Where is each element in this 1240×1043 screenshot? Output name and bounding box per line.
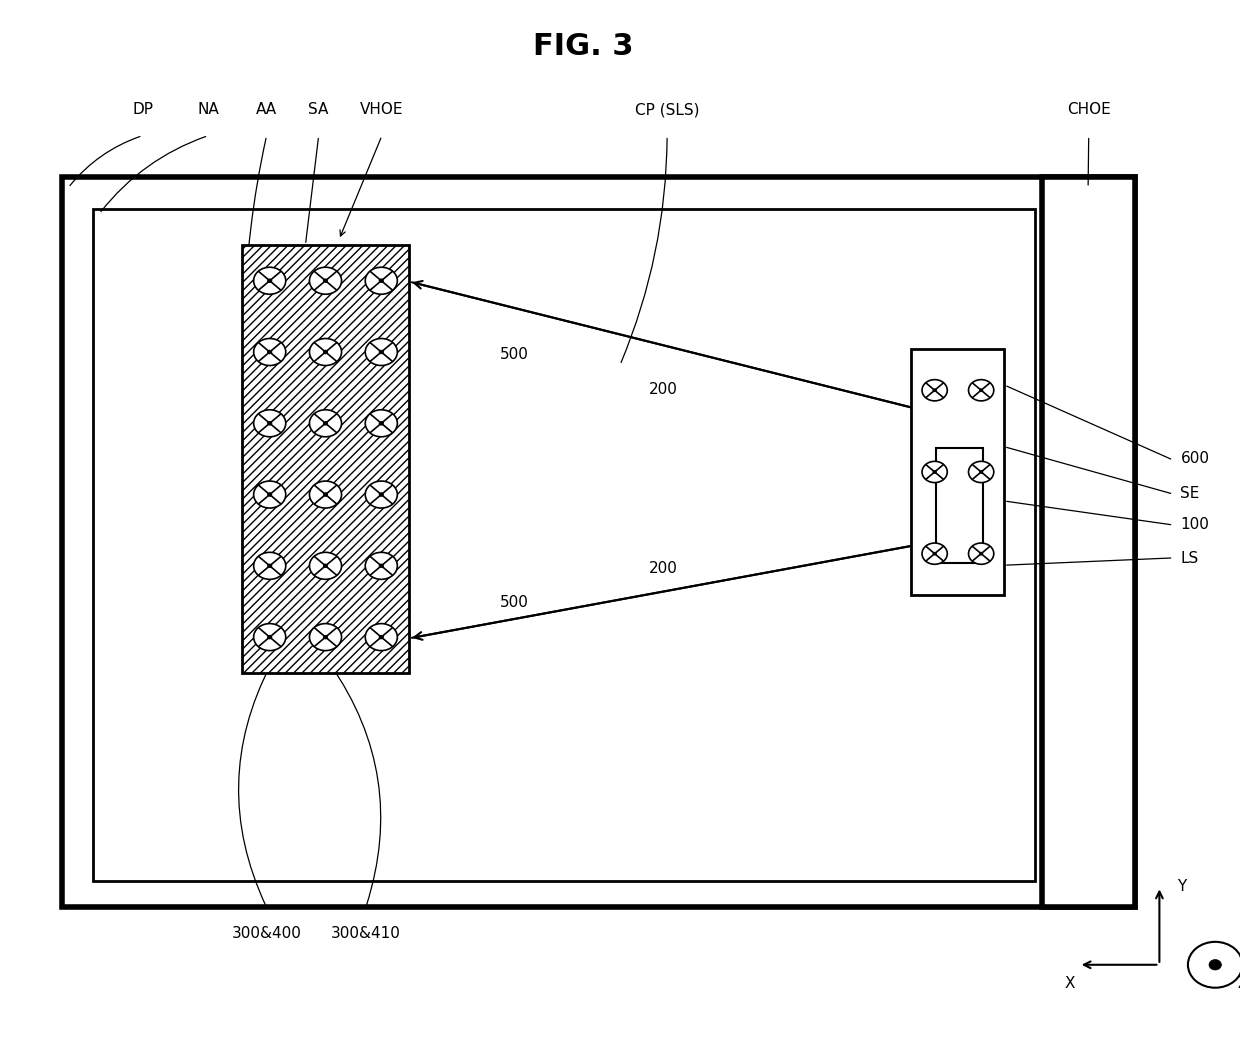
Bar bbox=[911, 349, 1004, 595]
Text: NA: NA bbox=[197, 102, 219, 117]
Bar bbox=[1042, 177, 1135, 907]
Text: 500: 500 bbox=[500, 347, 529, 362]
Circle shape bbox=[254, 553, 285, 579]
Circle shape bbox=[268, 278, 272, 283]
Circle shape bbox=[366, 339, 397, 365]
Circle shape bbox=[932, 389, 936, 392]
Text: CHOE: CHOE bbox=[1066, 102, 1111, 117]
Text: Y: Y bbox=[1177, 879, 1187, 894]
Circle shape bbox=[268, 421, 272, 426]
Circle shape bbox=[923, 380, 947, 401]
Text: 200: 200 bbox=[649, 382, 678, 396]
Circle shape bbox=[310, 553, 341, 579]
Circle shape bbox=[923, 543, 947, 564]
Circle shape bbox=[324, 350, 327, 354]
Circle shape bbox=[379, 421, 383, 426]
Circle shape bbox=[366, 624, 397, 651]
Circle shape bbox=[968, 543, 993, 564]
Circle shape bbox=[310, 267, 341, 294]
Text: CP (SLS): CP (SLS) bbox=[635, 102, 699, 117]
Circle shape bbox=[1188, 942, 1240, 988]
Circle shape bbox=[324, 564, 327, 567]
Circle shape bbox=[379, 492, 383, 496]
Circle shape bbox=[324, 278, 327, 283]
Text: SA: SA bbox=[309, 102, 329, 117]
Circle shape bbox=[932, 470, 936, 474]
Bar bbox=[62, 177, 1135, 907]
Circle shape bbox=[379, 564, 383, 567]
Circle shape bbox=[324, 492, 327, 496]
Text: X: X bbox=[1065, 976, 1075, 991]
Circle shape bbox=[268, 492, 272, 496]
Circle shape bbox=[366, 410, 397, 437]
Circle shape bbox=[268, 635, 272, 639]
Text: DP: DP bbox=[133, 102, 153, 117]
Text: Z: Z bbox=[1238, 976, 1240, 991]
Circle shape bbox=[254, 339, 285, 365]
Circle shape bbox=[268, 564, 272, 567]
Circle shape bbox=[310, 481, 341, 508]
Circle shape bbox=[923, 461, 947, 483]
Text: LS: LS bbox=[1180, 551, 1199, 565]
Text: AA: AA bbox=[255, 102, 278, 117]
Circle shape bbox=[366, 481, 397, 508]
Circle shape bbox=[379, 635, 383, 639]
Circle shape bbox=[980, 552, 983, 555]
Circle shape bbox=[1209, 960, 1221, 970]
Circle shape bbox=[310, 410, 341, 437]
Circle shape bbox=[254, 410, 285, 437]
Circle shape bbox=[379, 278, 383, 283]
Circle shape bbox=[968, 461, 993, 483]
Circle shape bbox=[324, 421, 327, 426]
Circle shape bbox=[310, 339, 341, 365]
Circle shape bbox=[980, 389, 983, 392]
Bar bbox=[936, 448, 983, 563]
Circle shape bbox=[366, 553, 397, 579]
Text: 100: 100 bbox=[1180, 517, 1209, 532]
Circle shape bbox=[980, 470, 983, 474]
Circle shape bbox=[932, 552, 936, 555]
Circle shape bbox=[968, 380, 993, 401]
Text: 600: 600 bbox=[1180, 452, 1209, 466]
Text: 300&400: 300&400 bbox=[232, 926, 301, 941]
Text: 300&410: 300&410 bbox=[331, 926, 401, 941]
Circle shape bbox=[379, 350, 383, 354]
Text: 500: 500 bbox=[500, 596, 529, 610]
Circle shape bbox=[254, 481, 285, 508]
Text: SE: SE bbox=[1180, 486, 1200, 501]
Text: FIG. 3: FIG. 3 bbox=[532, 32, 634, 62]
Circle shape bbox=[254, 624, 285, 651]
Circle shape bbox=[268, 350, 272, 354]
Circle shape bbox=[310, 624, 341, 651]
Bar bbox=[93, 209, 1035, 881]
Circle shape bbox=[324, 635, 327, 639]
Text: 200: 200 bbox=[649, 561, 678, 576]
Bar bbox=[242, 245, 409, 673]
Circle shape bbox=[254, 267, 285, 294]
Text: VHOE: VHOE bbox=[360, 102, 404, 117]
Circle shape bbox=[366, 267, 397, 294]
